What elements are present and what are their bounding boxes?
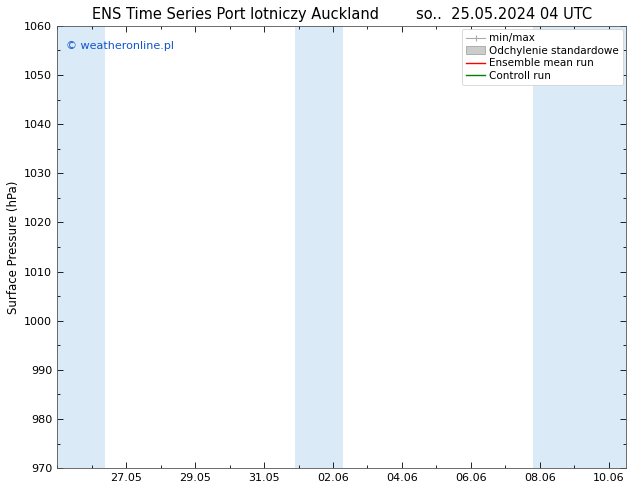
Y-axis label: Surface Pressure (hPa): Surface Pressure (hPa) xyxy=(7,180,20,314)
Title: ENS Time Series Port lotniczy Auckland        so..  25.05.2024 04 UTC: ENS Time Series Port lotniczy Auckland s… xyxy=(91,7,592,22)
Text: © weatheronline.pl: © weatheronline.pl xyxy=(66,41,174,51)
Bar xyxy=(533,26,626,468)
Bar xyxy=(295,26,344,468)
Legend: min/max, Odchylenie standardowe, Ensemble mean run, Controll run: min/max, Odchylenie standardowe, Ensembl… xyxy=(462,29,623,85)
Bar xyxy=(57,26,105,468)
